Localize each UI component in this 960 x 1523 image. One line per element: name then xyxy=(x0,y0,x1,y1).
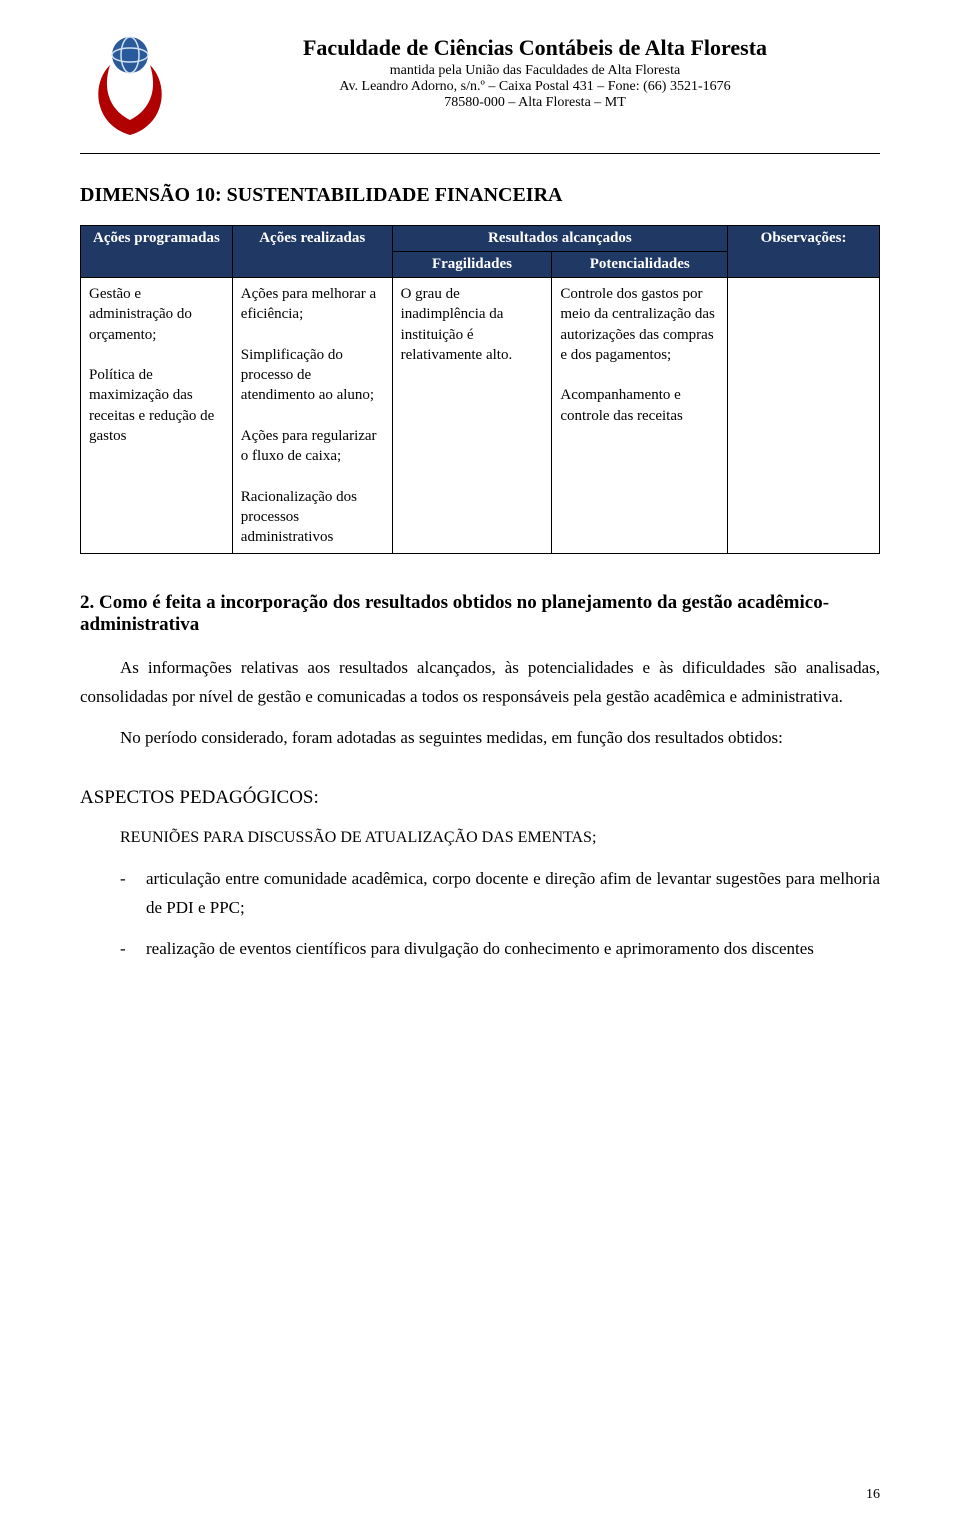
col-potencialidades: Potencialidades xyxy=(552,252,728,278)
header-text-block: Faculdade de Ciências Contábeis de Alta … xyxy=(190,30,880,111)
col-acoes-realizadas: Ações realizadas xyxy=(232,226,392,278)
results-table: Ações programadas Ações realizadas Resul… xyxy=(80,225,880,554)
reunioes-line: REUNIÕES PARA DISCUSSÃO DE ATUALIZAÇÃO D… xyxy=(120,829,880,847)
institution-title: Faculdade de Ciências Contábeis de Alta … xyxy=(190,35,880,61)
aspectos-list: articulação entre comunidade acadêmica, … xyxy=(120,865,880,964)
table-row: Gestão e administração do orçamento; Pol… xyxy=(81,278,880,554)
list-item: articulação entre comunidade acadêmica, … xyxy=(120,865,880,923)
col-observacoes: Observações: xyxy=(728,226,880,278)
page-header: Faculdade de Ciências Contábeis de Alta … xyxy=(80,30,880,145)
section-2-p1: As informações relativas aos resultados … xyxy=(80,654,880,712)
section-2: 2. Como é feita a incorporação dos resul… xyxy=(80,592,880,753)
col-acoes-programadas: Ações programadas xyxy=(81,226,233,278)
cell-obs xyxy=(728,278,880,554)
col-resultados: Resultados alcançados xyxy=(392,226,728,252)
cell-realizadas: Ações para melhorar a eficiência; Simpli… xyxy=(232,278,392,554)
header-divider xyxy=(80,153,880,154)
section-2-heading: 2. Como é feita a incorporação dos resul… xyxy=(80,592,880,636)
globe-icon xyxy=(112,37,148,73)
dimensao-title: DIMENSÃO 10: SUSTENTABILIDADE FINANCEIRA xyxy=(80,184,880,207)
list-item: realização de eventos científicos para d… xyxy=(120,935,880,964)
cell-programadas: Gestão e administração do orçamento; Pol… xyxy=(81,278,233,554)
col-fragilidades: Fragilidades xyxy=(392,252,552,278)
institution-subtitle: mantida pela União das Faculdades de Alt… xyxy=(190,63,880,79)
cell-potencialidades: Controle dos gastos por meio da centrali… xyxy=(552,278,728,554)
leaf-icon xyxy=(98,65,161,135)
aspectos-heading: ASPECTOS PEDAGÓGICOS: xyxy=(80,787,880,809)
institution-logo xyxy=(80,30,190,145)
cell-fragilidades: O grau de inadimplência da instituição é… xyxy=(392,278,552,554)
institution-city: 78580-000 – Alta Floresta – MT xyxy=(190,95,880,111)
page: Faculdade de Ciências Contábeis de Alta … xyxy=(0,0,960,1523)
institution-address: Av. Leandro Adorno, s/n.º – Caixa Postal… xyxy=(190,79,880,95)
page-number: 16 xyxy=(866,1487,880,1503)
section-2-p2: No período considerado, foram adotadas a… xyxy=(80,724,880,753)
